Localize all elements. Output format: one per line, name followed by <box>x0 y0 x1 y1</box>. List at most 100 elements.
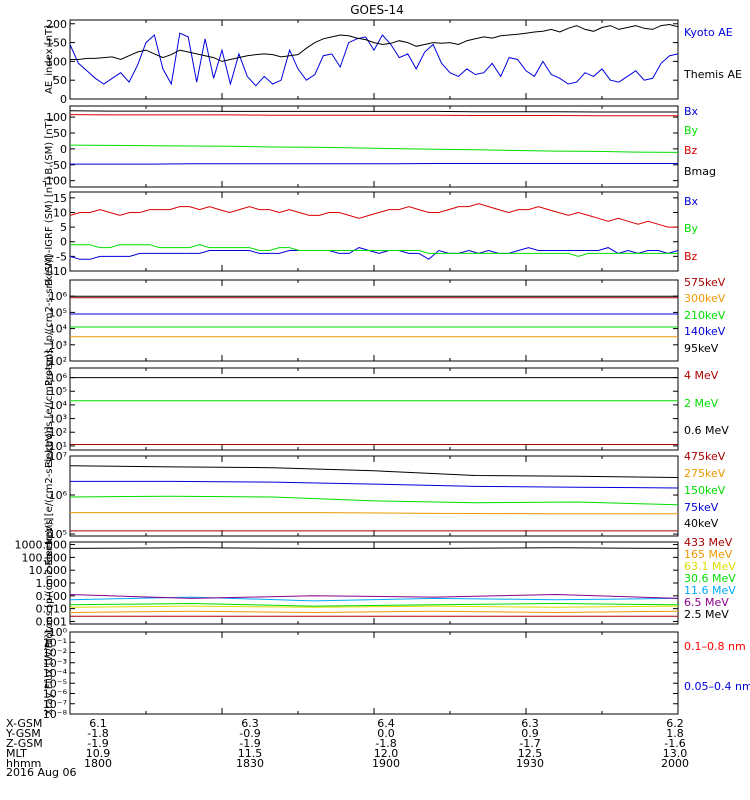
series-line-165-mev <box>69 610 679 614</box>
orbit-value: -1.8 <box>87 727 108 740</box>
orbit-value: 1800 <box>84 757 112 770</box>
y-tick-label: 200 <box>46 18 67 31</box>
y-axis-label: Electrons [e/(cm2-s-sr)] <box>44 350 55 468</box>
legend-entry: 75keV <box>684 501 719 514</box>
y-tick-label: 10⁵ <box>49 306 67 319</box>
y-tick-label: 10.000 <box>29 564 68 577</box>
y-tick-label: 10⁴ <box>49 323 68 336</box>
y-tick-label: -10 <box>49 265 67 278</box>
y-tick-label: 10⁰ <box>49 626 68 639</box>
legend-entry: 210keV <box>684 309 726 322</box>
orbit-row-label: hhmm <box>6 757 41 770</box>
y-tick-label: 0.001 <box>36 615 68 628</box>
legend-entry: 140keV <box>684 325 726 338</box>
y-tick-label: 10⁻⁷ <box>43 698 67 711</box>
legend-entry: 40keV <box>684 517 719 530</box>
y-tick-label: 10 <box>53 206 67 219</box>
y-tick-label: 100 <box>46 111 67 124</box>
panel-7: 0.0010.0100.1001.00010.000100.0001000.00… <box>15 518 737 649</box>
y-tick-label: 10⁷ <box>49 450 67 463</box>
orbit-value: 10.9 <box>86 747 111 760</box>
orbit-value: 6.4 <box>377 717 395 730</box>
y-tick-label: 10⁵ <box>49 385 67 398</box>
y-axis-label: Xray Flux [W/m²] <box>44 630 55 715</box>
y-tick-label: 100.000 <box>22 551 68 564</box>
y-tick-label: 10⁶ <box>49 290 68 303</box>
y-tick-label: 10⁻² <box>43 647 67 660</box>
legend-entry: 30.6 MeV <box>684 572 736 585</box>
y-tick-label: 0 <box>60 143 67 156</box>
y-tick-label: 10⁻¹ <box>43 636 67 649</box>
orbit-value: 6.3 <box>241 717 259 730</box>
legend-entry: Bz <box>684 144 698 157</box>
orbit-value: 0.9 <box>521 727 539 740</box>
y-axis-label: Protons [p/(cm2-s-sr-keV)] <box>44 255 55 386</box>
legend-entry: 63.1 MeV <box>684 560 736 573</box>
legend-entry: 95keV <box>684 342 719 355</box>
y-tick-label: 150 <box>46 37 67 50</box>
series-line-150kev <box>69 495 679 506</box>
series-line-kyoto-ae <box>69 32 679 87</box>
y-tick-label: 10¹ <box>49 440 67 453</box>
y-tick-label: 15 <box>53 192 67 205</box>
orbit-value: -0.9 <box>239 727 260 740</box>
y-tick-label: -5 <box>56 250 67 263</box>
series-line-bx <box>69 247 679 260</box>
y-tick-label: 0.010 <box>36 603 68 616</box>
orbit-value: -1.7 <box>519 737 540 750</box>
series-line-bmag <box>69 110 678 113</box>
y-axis-label: Protons [p/(cm2-s-sr-keV)] <box>44 518 55 649</box>
y-axis-label: B (SM)-IGRF (SM) [nT] <box>44 177 55 286</box>
y-tick-label: 10⁶ <box>49 372 68 385</box>
series-line-by <box>70 244 678 257</box>
legend-entry: 575keV <box>684 276 726 289</box>
legend-entry: 433 MeV <box>684 536 733 549</box>
y-tick-label: 10³ <box>49 339 67 352</box>
panel-8: 10⁻⁸10⁻⁷10⁻⁶10⁻⁵10⁻⁴10⁻³10⁻²10⁻¹10⁰Xray … <box>43 626 750 721</box>
orbit-value: 2000 <box>661 757 689 770</box>
legend-entry: 4 MeV <box>684 369 719 382</box>
y-tick-label: 10² <box>49 426 67 439</box>
legend-entry: 150keV <box>684 484 726 497</box>
y-tick-label: 10² <box>49 355 67 368</box>
orbit-row-label: Y-GSM <box>5 727 41 740</box>
panel-frame <box>69 19 679 100</box>
y-tick-label: 10⁶ <box>49 489 68 502</box>
legend-entry: Bmag <box>684 165 716 178</box>
orbit-value: 1830 <box>236 757 264 770</box>
orbit-row-label: Z-GSM <box>6 737 43 750</box>
legend-entry: 2.5 MeV <box>684 608 729 621</box>
y-tick-label: 10⁻⁶ <box>43 688 68 701</box>
legend-entry: 475keV <box>684 450 726 463</box>
panel-frame <box>69 105 679 188</box>
orbit-value: -1.9 <box>239 737 260 750</box>
series-line-bz <box>69 114 678 117</box>
y-axis-label: B (SM) [nT] <box>44 118 55 174</box>
chart-title: GOES-14 <box>350 3 404 17</box>
y-tick-label: 10⁻⁸ <box>43 708 68 721</box>
orbit-value: 1.8 <box>666 727 684 740</box>
panel-frame <box>69 367 679 451</box>
orbit-value: -1.8 <box>375 737 396 750</box>
legend-entry: 2 MeV <box>684 397 719 410</box>
legend-entry: Themis AE <box>683 68 742 81</box>
date-label: 2016 Aug 06 <box>6 766 76 779</box>
y-tick-label: 10⁴ <box>49 399 68 412</box>
legend-entry: 0.1–0.8 nm <box>684 640 746 653</box>
y-tick-label: 100 <box>46 55 67 68</box>
y-tick-label: 0 <box>60 236 67 249</box>
orbit-value: 6.2 <box>666 717 684 730</box>
orbit-value: 1900 <box>372 757 400 770</box>
y-tick-label: 10⁻⁴ <box>43 667 68 680</box>
legend-entry: By <box>684 124 699 137</box>
legend-entry: 0.05–0.4 nm <box>684 680 750 693</box>
legend-entry: 275keV <box>684 467 726 480</box>
y-tick-label: 10⁵ <box>49 528 67 541</box>
orbit-value: -1.9 <box>87 737 108 750</box>
panel-frame <box>69 191 679 272</box>
series-line-30-6-mev <box>69 602 679 607</box>
